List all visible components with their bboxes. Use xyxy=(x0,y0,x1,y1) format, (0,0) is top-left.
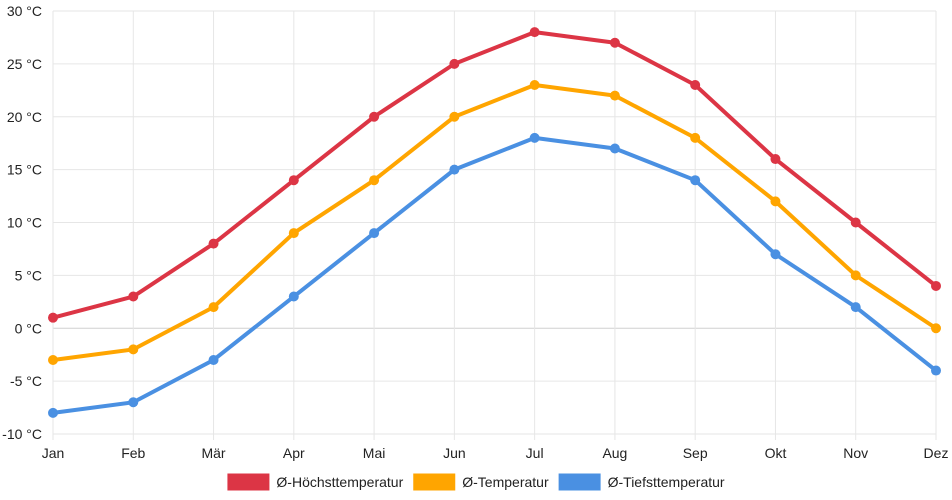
x-tick-label: Aug xyxy=(602,445,627,461)
series-1 xyxy=(48,27,941,323)
y-tick-label: 10 °C xyxy=(7,215,42,231)
x-tick-label: Dez xyxy=(924,445,949,461)
data-point[interactable] xyxy=(128,291,139,302)
y-tick-label: 15 °C xyxy=(7,162,42,178)
legend-label: Ø-Temperatur xyxy=(462,474,549,490)
y-axis-tick-labels: -10 °C -5 °C 0 °C 5 °C 10 °C 15 °C 20 °C 25 °C 3… xyxy=(2,3,42,442)
series-lines xyxy=(48,27,941,418)
data-point[interactable] xyxy=(529,80,540,91)
x-tick-label: Jan xyxy=(42,445,65,461)
y-tick-label: 5 °C xyxy=(15,267,42,283)
x-axis-tick-labels: Jan Feb Mär Apr Mai Jun Jul Aug Sep Okt Nov Dez xyxy=(42,445,949,461)
data-point[interactable] xyxy=(48,354,58,365)
data-point[interactable] xyxy=(609,143,620,154)
x-tick-label: Feb xyxy=(121,445,145,461)
data-point[interactable] xyxy=(770,154,781,165)
legend-label: Ø-Höchsttemperatur xyxy=(276,474,403,490)
y-tick-label: 20 °C xyxy=(7,109,42,125)
legend-label: Ø-Tiefsttemperatur xyxy=(608,474,725,490)
data-point[interactable] xyxy=(208,302,219,313)
data-point[interactable] xyxy=(931,323,941,334)
series-2 xyxy=(48,80,941,365)
data-point[interactable] xyxy=(770,196,781,207)
legend-swatch xyxy=(413,473,456,491)
y-tick-label: -5 °C xyxy=(10,373,42,389)
data-point[interactable] xyxy=(770,249,781,260)
data-point[interactable] xyxy=(690,132,701,143)
x-tick-label: Nov xyxy=(843,445,868,461)
data-point[interactable] xyxy=(931,365,941,376)
x-tick-label: Mär xyxy=(201,445,225,461)
x-tick-label: Mai xyxy=(363,445,386,461)
data-point[interactable] xyxy=(48,312,58,323)
series-3 xyxy=(48,132,941,418)
legend: Ø-Höchsttemperatur Ø-Temperatur Ø-Tiefstte… xyxy=(227,473,725,491)
data-point[interactable] xyxy=(529,27,540,38)
legend-item[interactable]: Ø-Tiefsttemperatur xyxy=(558,473,725,491)
data-point[interactable] xyxy=(449,111,460,122)
y-tick-label: 0 °C xyxy=(15,320,42,336)
data-point[interactable] xyxy=(288,291,299,302)
y-tick-label: -10 °C xyxy=(2,426,42,442)
data-point[interactable] xyxy=(208,238,219,249)
data-point[interactable] xyxy=(529,132,540,143)
data-point[interactable] xyxy=(609,37,620,48)
grid xyxy=(52,10,937,440)
data-point[interactable] xyxy=(288,175,299,186)
data-point[interactable] xyxy=(288,228,299,239)
data-point[interactable] xyxy=(690,175,701,186)
series-line xyxy=(51,30,938,320)
data-point[interactable] xyxy=(128,344,139,355)
data-point[interactable] xyxy=(369,111,380,122)
data-point[interactable] xyxy=(369,228,380,239)
data-point[interactable] xyxy=(850,217,861,228)
x-tick-label: Jun xyxy=(443,445,466,461)
data-point[interactable] xyxy=(449,58,460,69)
series-line xyxy=(51,83,938,362)
series-line xyxy=(51,135,938,415)
data-point[interactable] xyxy=(690,80,701,91)
data-point[interactable] xyxy=(369,175,380,186)
legend-swatch xyxy=(227,473,270,491)
y-tick-label: 30 °C xyxy=(7,3,42,19)
data-point[interactable] xyxy=(931,280,941,291)
data-point[interactable] xyxy=(48,407,58,418)
data-point[interactable] xyxy=(850,270,861,281)
y-tick-label: 25 °C xyxy=(7,56,42,72)
x-tick-label: Apr xyxy=(283,445,305,461)
legend-swatch xyxy=(558,473,601,491)
legend-item[interactable]: Ø-Temperatur xyxy=(413,473,549,491)
x-tick-label: Jul xyxy=(526,445,544,461)
data-point[interactable] xyxy=(609,90,620,101)
legend-item[interactable]: Ø-Höchsttemperatur xyxy=(227,473,404,491)
x-tick-label: Okt xyxy=(765,445,787,461)
x-tick-label: Sep xyxy=(683,445,708,461)
data-point[interactable] xyxy=(208,354,219,365)
data-point[interactable] xyxy=(850,302,861,313)
data-point[interactable] xyxy=(128,397,139,408)
data-point[interactable] xyxy=(449,164,460,175)
